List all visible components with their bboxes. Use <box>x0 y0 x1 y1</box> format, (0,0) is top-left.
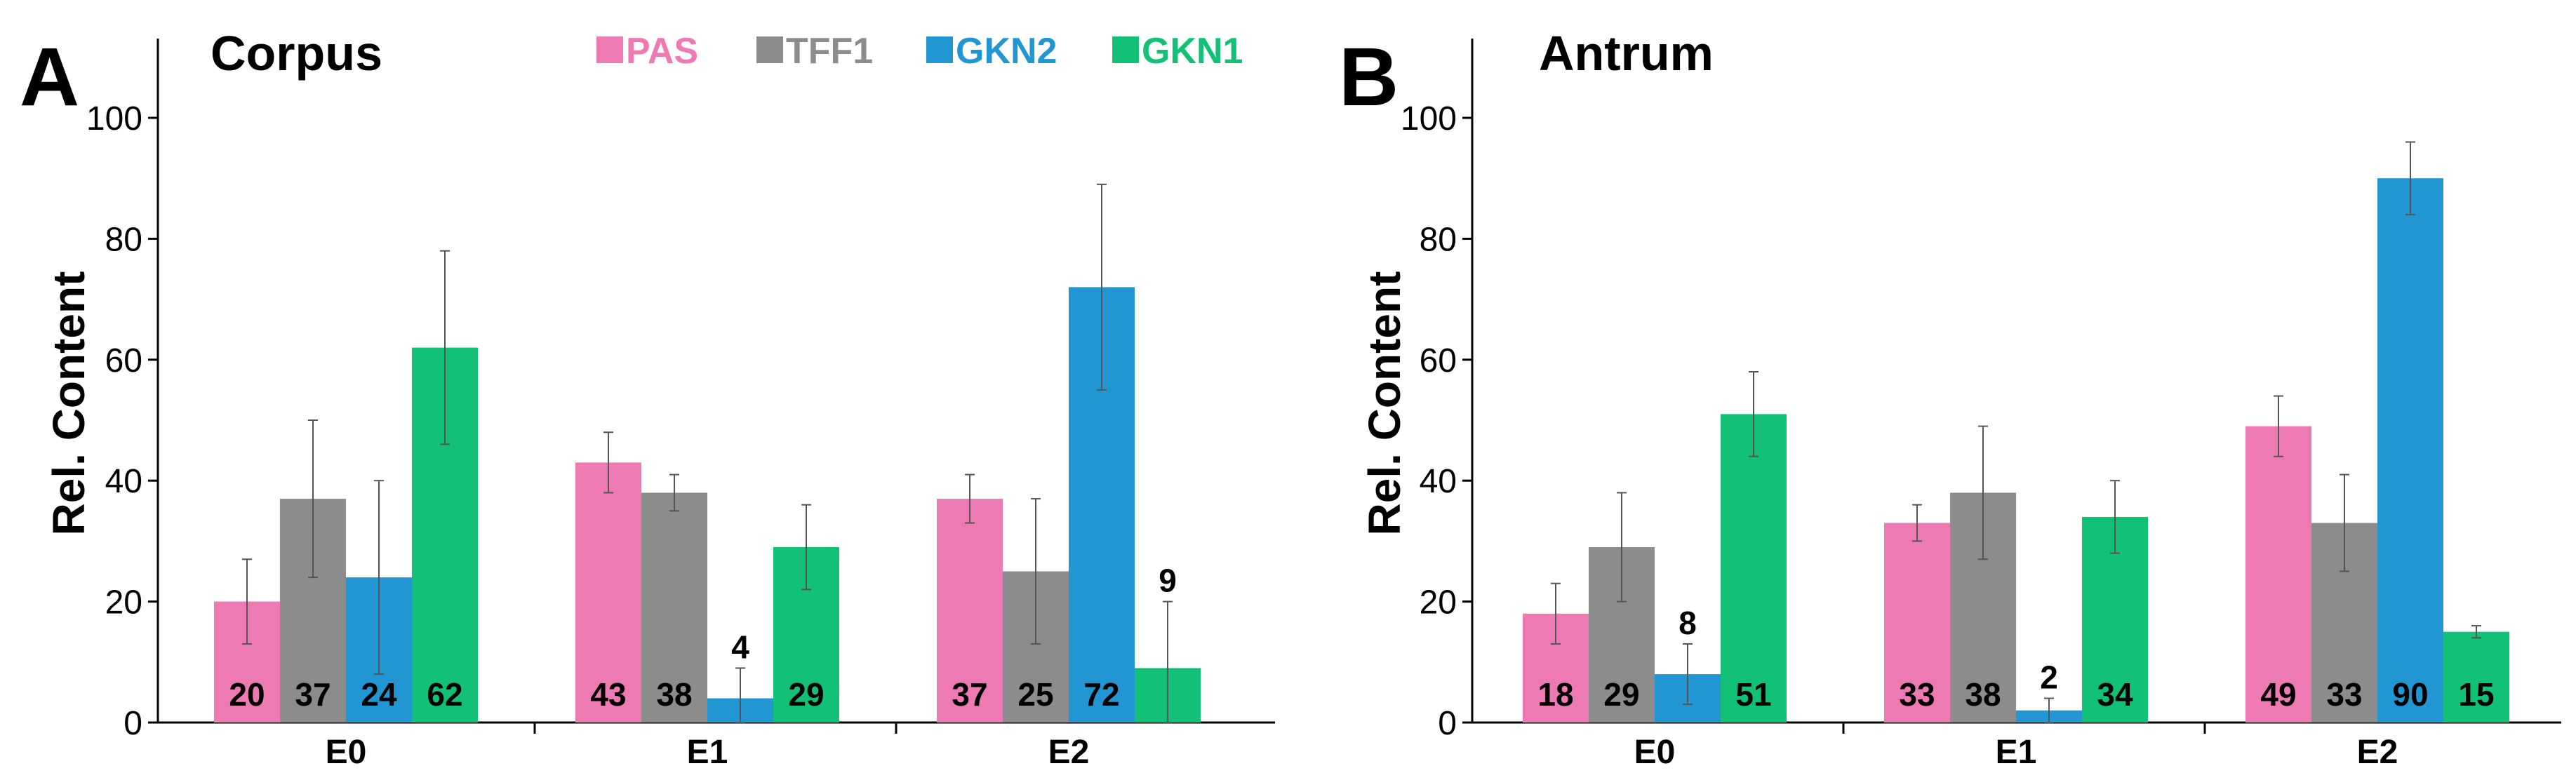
panel-b-plot-area: 0 20 40 60 80 100 E0 18 29 8 51 E1 33 38 2 34 E2 49 33 90 15 <box>1401 39 2561 771</box>
panel-b-data-label-e1-pas: 33 <box>1899 676 1935 713</box>
panel-b-data-label-e2-pas: 49 <box>2260 676 2296 713</box>
panel-a-data-label-e1-gkn2: 4 <box>731 629 749 665</box>
panel-b-data-label-e0-pas: 18 <box>1537 676 1573 713</box>
panel-b-data-label-e1-gkn1: 34 <box>2097 676 2133 713</box>
panel-a-data-label-e0-gkn1: 62 <box>427 676 462 713</box>
panel-a-data-label-e0-gkn2: 24 <box>361 676 397 713</box>
legend-label-tff1: TFF1 <box>786 31 873 72</box>
panel-b-letter: B <box>1339 31 1399 123</box>
panel-a-title: Corpus <box>211 26 382 81</box>
panel-b-title: Antrum <box>1539 26 1714 81</box>
panel-a-y-tick-label-80: 80 <box>105 221 142 258</box>
panel-a-data-label-e0-tff1: 37 <box>295 676 331 713</box>
panel-a-letter: A <box>20 31 79 123</box>
panel-a-y-tick-label-20: 20 <box>105 584 142 621</box>
panel-b-data-label-e0-gkn2: 8 <box>1679 605 1697 641</box>
legend-swatch-pas <box>596 36 623 63</box>
panel-a-bar-e2-pas <box>937 499 1003 722</box>
panel-b-x-label-e1: E1 <box>1996 734 2037 771</box>
panel-a-bar-e1-pas <box>575 462 641 722</box>
legend-label-gkn2: GKN2 <box>956 31 1057 72</box>
panel-a-plot-area: 0 20 40 60 80 100 E0 20 37 24 62 E1 43 38 4 29 E2 37 25 72 9 <box>86 39 1275 771</box>
legend-swatch-tff1 <box>756 36 783 63</box>
panel-b-x-label-e2: E2 <box>2357 734 2398 771</box>
panel-b-bar-e1-pas <box>1884 523 1950 722</box>
panel-a-data-label-e1-tff1: 38 <box>656 676 692 713</box>
panel-a-data-label-e2-gkn1: 9 <box>1159 563 1177 599</box>
panel-b-data-label-e0-tff1: 29 <box>1603 676 1639 713</box>
panel-a-data-label-e0-pas: 20 <box>229 676 265 713</box>
panel-a-corpus-chart: A Corpus Rel. Content PAS TFF1 GKN2 GKN1… <box>20 26 1275 771</box>
legend-swatch-gkn2 <box>926 36 953 63</box>
panel-a-y-tick-label-0: 0 <box>124 705 142 742</box>
panel-a-x-label-e2: E2 <box>1048 734 1090 771</box>
legend-label-gkn1: GKN1 <box>1142 31 1243 72</box>
legend-label-pas: PAS <box>626 31 698 72</box>
panel-a-y-tick-label-100: 100 <box>86 100 142 137</box>
legend: PAS TFF1 GKN2 GKN1 <box>596 31 1243 72</box>
panel-b-y-axis-label: Rel. Content <box>1359 271 1410 536</box>
panel-a-data-label-e1-gkn1: 29 <box>788 676 824 713</box>
panel-b-data-label-e0-gkn1: 51 <box>1735 676 1771 713</box>
panel-a-y-tick-label-60: 60 <box>105 342 142 379</box>
panel-a-x-label-e0: E0 <box>326 734 367 771</box>
panel-b-y-tick-label-60: 60 <box>1420 342 1457 379</box>
panel-b-bar-e2-pas <box>2245 426 2311 722</box>
panel-b-data-label-e2-gkn2: 90 <box>2392 676 2428 713</box>
panel-b-y-tick-label-20: 20 <box>1420 584 1457 621</box>
panel-a-data-label-e2-tff1: 25 <box>1017 676 1053 713</box>
panel-b-bar-e2-gkn1 <box>2443 631 2509 722</box>
legend-swatch-gkn1 <box>1112 36 1139 63</box>
panel-b-data-label-e1-gkn2: 2 <box>2040 659 2058 696</box>
panel-b-data-label-e2-gkn1: 15 <box>2458 676 2494 713</box>
panel-a-x-label-e1: E1 <box>687 734 728 771</box>
panel-a-data-label-e2-pas: 37 <box>952 676 987 713</box>
panel-b-bar-e2-gkn2 <box>2377 178 2443 722</box>
panel-a-y-axis-label: Rel. Content <box>44 271 94 536</box>
panel-b-data-label-e1-tff1: 38 <box>1965 676 2001 713</box>
panel-b-y-tick-label-100: 100 <box>1401 100 1457 137</box>
panel-a-y-tick-label-40: 40 <box>105 463 142 500</box>
panel-b-data-label-e2-tff1: 33 <box>2326 676 2362 713</box>
panel-b-y-tick-label-40: 40 <box>1420 463 1457 500</box>
panel-a-bar-e1-tff1 <box>641 492 707 722</box>
panel-b-y-tick-label-80: 80 <box>1420 221 1457 258</box>
panel-b-bar-e0-gkn1 <box>1721 414 1787 722</box>
panel-a-data-label-e2-gkn2: 72 <box>1083 676 1119 713</box>
panel-a-data-label-e1-pas: 43 <box>590 676 626 713</box>
panel-b-y-tick-label-0: 0 <box>1438 705 1457 742</box>
panel-b-x-label-e0: E0 <box>1634 734 1676 771</box>
